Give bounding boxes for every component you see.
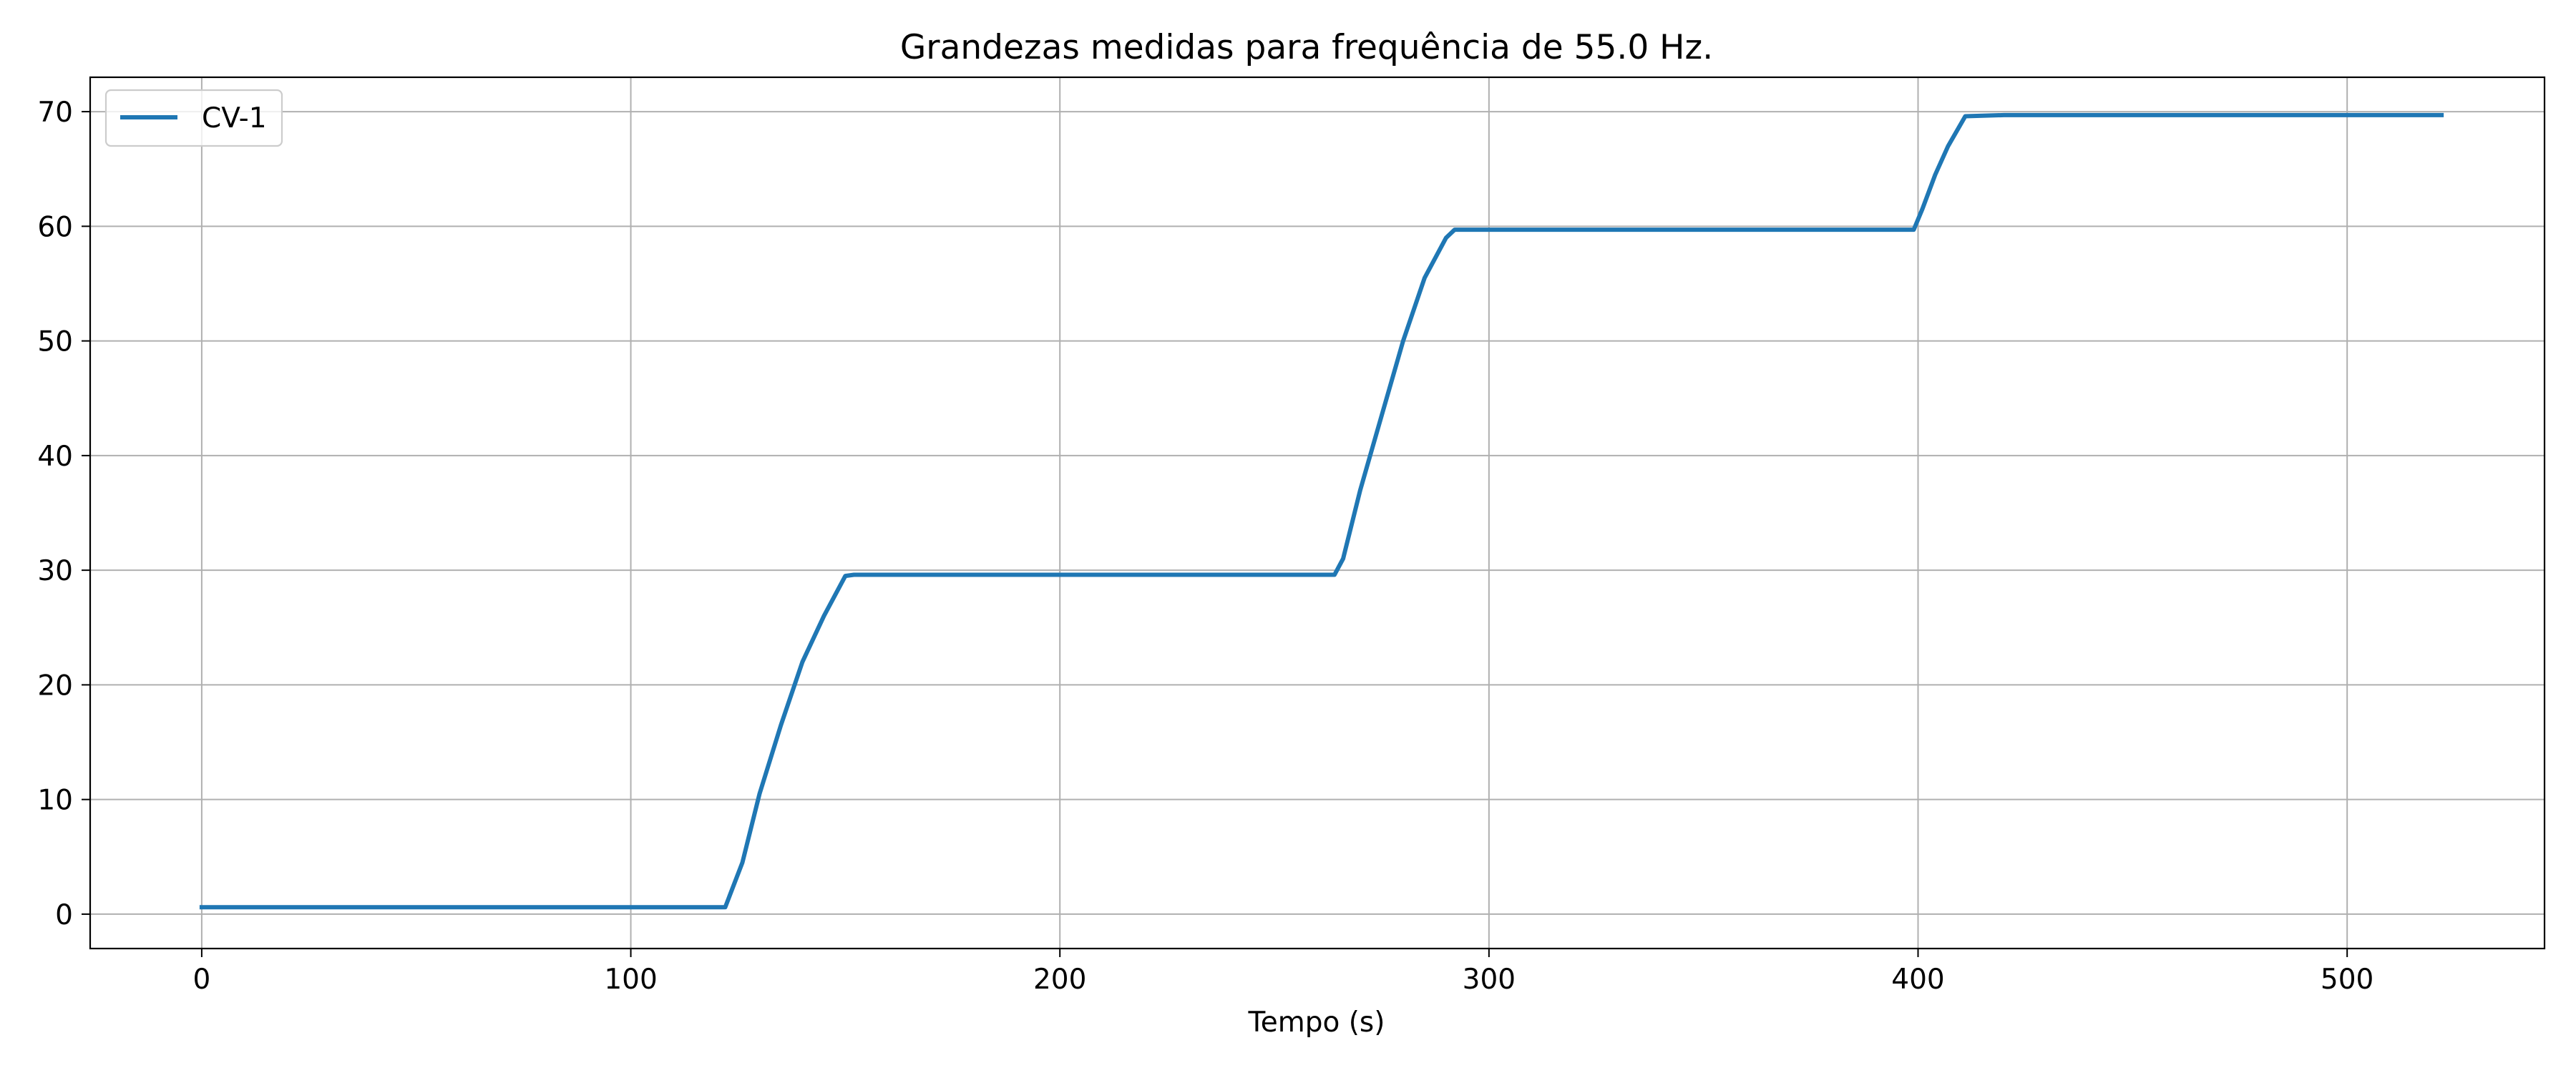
x-tick-label: 300	[1463, 964, 1516, 996]
x-tick-label: 500	[2321, 964, 2373, 996]
y-tick-label: 70	[37, 97, 73, 129]
x-tick-label: 0	[192, 964, 210, 996]
y-tick-label: 30	[37, 555, 73, 587]
legend-box	[104, 89, 283, 147]
y-tick-label: 20	[37, 670, 73, 702]
y-tick-label: 10	[37, 785, 73, 817]
y-tick-label: 60	[37, 211, 73, 243]
legend-label-cv-1: CV-1	[202, 102, 267, 134]
series-line-cv-1	[199, 112, 2444, 910]
x-tick-label: 400	[1891, 964, 1944, 996]
y-tick-label: 50	[37, 326, 73, 358]
chart-title: Grandezas medidas para frequência de 55.…	[900, 28, 1713, 67]
y-tick-label: 0	[55, 899, 73, 931]
plot-frame	[89, 76, 2546, 950]
x-axis-title: Tempo (s)	[1248, 1006, 1385, 1039]
grid	[90, 77, 2545, 949]
x-tick-label: 200	[1033, 964, 1086, 996]
series-layer	[199, 112, 2444, 910]
y-tick-label: 40	[37, 441, 73, 473]
x-tick-label: 100	[604, 964, 657, 996]
axis-ticks: 0 100 200 300 400 500 0 10 20 30 40 50 60 70	[37, 97, 2373, 996]
legend: CV-1	[104, 89, 283, 147]
